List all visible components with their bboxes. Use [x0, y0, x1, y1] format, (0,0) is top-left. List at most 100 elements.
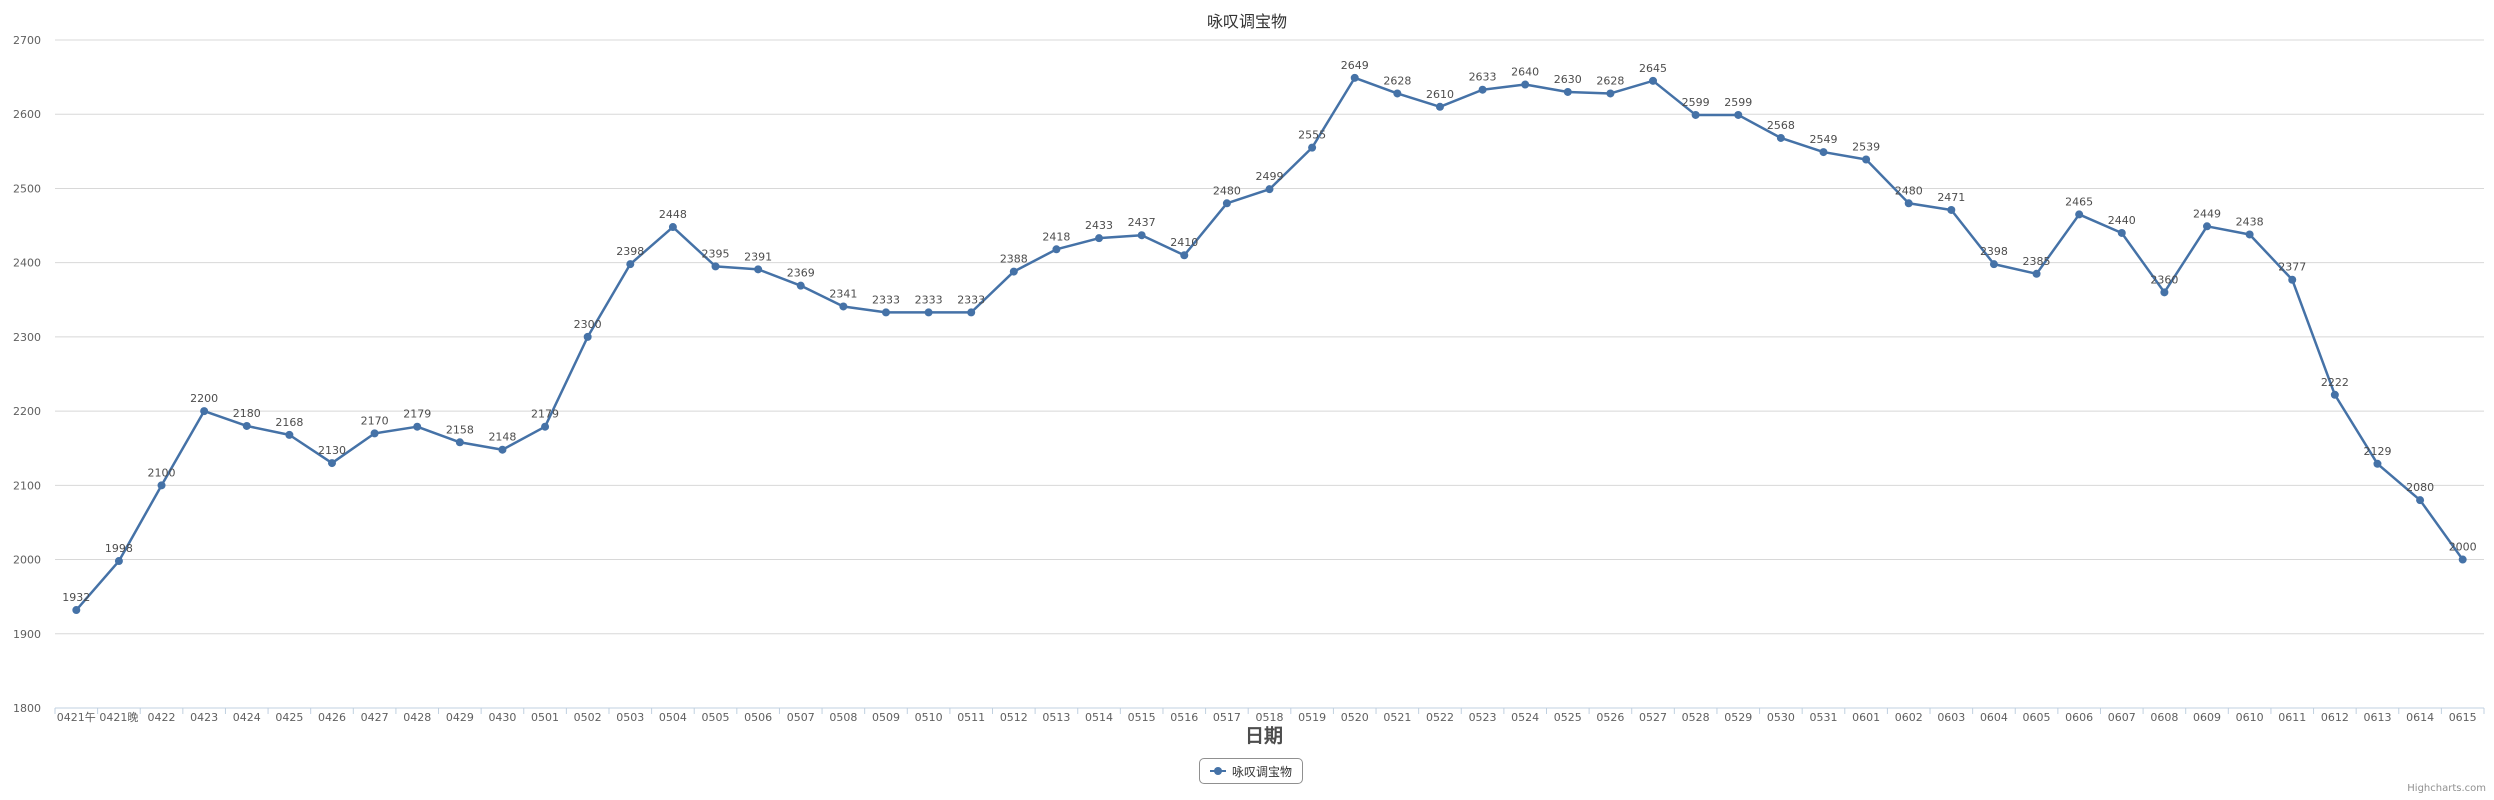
data-label: 2395 — [702, 247, 730, 260]
data-point[interactable] — [1265, 185, 1274, 194]
x-tick-label: 0515 — [1128, 711, 1156, 724]
data-point[interactable] — [114, 557, 123, 566]
x-tick-label: 0513 — [1042, 711, 1070, 724]
data-point[interactable] — [2245, 230, 2254, 239]
x-tick-label: 0606 — [2065, 711, 2093, 724]
x-tick-label: 0520 — [1341, 711, 1369, 724]
data-point[interactable] — [2117, 228, 2126, 237]
data-label: 2433 — [1085, 219, 1113, 232]
data-point[interactable] — [1393, 89, 1402, 98]
data-point[interactable] — [2330, 390, 2339, 399]
data-label: 2388 — [1000, 253, 1028, 266]
data-point[interactable] — [2032, 269, 2041, 278]
data-point[interactable] — [711, 262, 720, 271]
data-point[interactable] — [1649, 76, 1658, 85]
data-label: 2168 — [275, 416, 303, 429]
x-tick-label: 0523 — [1469, 711, 1497, 724]
data-point[interactable] — [754, 265, 763, 274]
data-label: 2448 — [659, 208, 687, 221]
data-point[interactable] — [1009, 267, 1018, 276]
data-point[interactable] — [541, 422, 550, 431]
credit-link[interactable]: Highcharts.com — [2407, 783, 2486, 794]
data-point[interactable] — [200, 407, 209, 416]
data-point[interactable] — [1095, 234, 1104, 243]
x-tick-label: 0508 — [829, 711, 857, 724]
x-tick-label: 0505 — [702, 711, 730, 724]
data-point[interactable] — [2203, 222, 2212, 231]
data-point[interactable] — [327, 459, 336, 468]
data-point[interactable] — [2458, 555, 2467, 564]
data-point[interactable] — [1947, 205, 1956, 214]
data-point[interactable] — [881, 308, 890, 317]
data-label: 2645 — [1639, 62, 1667, 75]
x-tick-label: 0614 — [2406, 711, 2434, 724]
data-point[interactable] — [626, 260, 635, 269]
data-point[interactable] — [1819, 148, 1828, 157]
data-point[interactable] — [498, 445, 507, 454]
x-tick-label: 0526 — [1596, 711, 1624, 724]
data-point[interactable] — [1052, 245, 1061, 254]
data-point[interactable] — [924, 308, 933, 317]
data-label: 2549 — [1809, 133, 1837, 146]
data-point[interactable] — [1478, 85, 1487, 94]
data-label: 2180 — [233, 407, 261, 420]
data-point[interactable] — [1989, 260, 1998, 269]
x-tick-label: 0424 — [233, 711, 261, 724]
data-point[interactable] — [413, 422, 422, 431]
data-point[interactable] — [1776, 133, 1785, 142]
data-point[interactable] — [2075, 210, 2084, 219]
data-label: 2222 — [2321, 376, 2349, 389]
data-point[interactable] — [1734, 110, 1743, 119]
x-tick-label: 0527 — [1639, 711, 1667, 724]
legend-item[interactable]: 咏叹调宝物 — [1199, 758, 1304, 784]
x-tick-label: 0602 — [1895, 711, 1923, 724]
y-tick-label: 2300 — [13, 331, 41, 344]
data-point[interactable] — [1222, 199, 1231, 208]
data-point[interactable] — [1350, 73, 1359, 82]
x-tick-label: 0615 — [2449, 711, 2477, 724]
data-point[interactable] — [1606, 89, 1615, 98]
data-label: 2499 — [1256, 170, 1284, 183]
data-point[interactable] — [2288, 275, 2297, 284]
data-label: 2599 — [1682, 96, 1710, 109]
data-point[interactable] — [1180, 251, 1189, 260]
data-point[interactable] — [796, 281, 805, 290]
data-point[interactable] — [370, 429, 379, 438]
data-point[interactable] — [242, 421, 251, 430]
data-point[interactable] — [1904, 199, 1913, 208]
data-label: 2628 — [1596, 74, 1624, 87]
x-tick-label: 0531 — [1809, 711, 1837, 724]
x-tick-label: 0516 — [1170, 711, 1198, 724]
data-point[interactable] — [967, 308, 976, 317]
legend-label: 咏叹调宝物 — [1232, 764, 1293, 779]
data-point[interactable] — [1308, 143, 1317, 152]
data-point[interactable] — [2416, 496, 2425, 505]
x-tick-label: 0518 — [1256, 711, 1284, 724]
x-tick-label: 0426 — [318, 711, 346, 724]
data-label: 2385 — [2023, 255, 2051, 268]
data-point[interactable] — [1563, 87, 1572, 96]
data-point[interactable] — [1435, 102, 1444, 111]
data-point[interactable] — [285, 430, 294, 439]
data-point[interactable] — [455, 438, 464, 447]
data-point[interactable] — [1521, 80, 1530, 89]
x-tick-label: 0522 — [1426, 711, 1454, 724]
data-point[interactable] — [1137, 231, 1146, 240]
data-point[interactable] — [157, 481, 166, 490]
data-point[interactable] — [72, 606, 81, 615]
y-tick-label: 2500 — [13, 182, 41, 195]
x-tick-label: 0421晚 — [99, 711, 138, 724]
data-point[interactable] — [583, 332, 592, 341]
x-tick-label: 0503 — [616, 711, 644, 724]
data-point[interactable] — [2373, 459, 2382, 468]
data-point[interactable] — [1862, 155, 1871, 164]
data-point[interactable] — [2160, 288, 2169, 297]
data-point[interactable] — [839, 302, 848, 311]
x-tick-label: 0607 — [2108, 711, 2136, 724]
x-tick-label: 0425 — [275, 711, 303, 724]
data-point[interactable] — [668, 223, 677, 232]
data-point[interactable] — [1691, 110, 1700, 119]
x-tick-label: 0611 — [2278, 711, 2306, 724]
